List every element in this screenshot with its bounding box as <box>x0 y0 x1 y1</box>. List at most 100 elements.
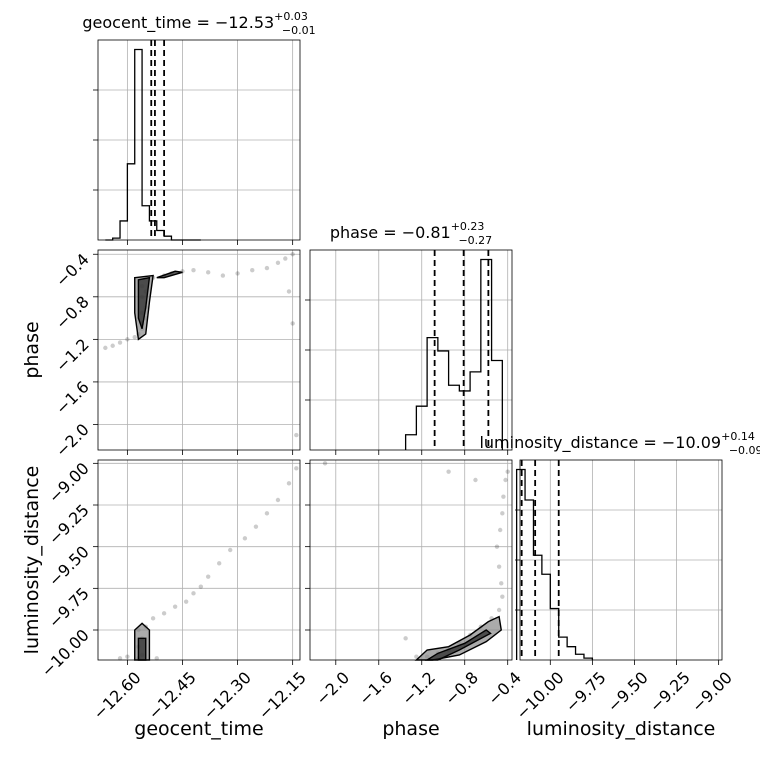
sample-point <box>253 524 259 529</box>
y-axis-label-luminosity_distance: luminosity_distance <box>21 466 43 655</box>
sample-point <box>494 544 500 549</box>
sample-point <box>500 594 505 599</box>
grid-lines <box>98 460 300 660</box>
sample-point <box>286 481 292 486</box>
density-contour <box>137 637 147 661</box>
sample-point <box>191 268 196 273</box>
grid-lines <box>520 460 722 660</box>
density-contour <box>414 615 503 661</box>
grid-lines <box>310 250 512 450</box>
sample-point <box>496 564 502 569</box>
sample-point <box>499 581 504 586</box>
sample-point <box>322 461 328 466</box>
sample-point <box>446 469 451 474</box>
sample-point <box>183 599 189 604</box>
sample-point <box>235 271 240 276</box>
grid-lines <box>98 250 300 450</box>
sample-point <box>110 343 115 348</box>
y-tick-label: −2.0 <box>52 420 93 461</box>
x-tick-label: −1.6 <box>355 668 396 709</box>
sample-point <box>264 265 270 271</box>
sample-point <box>125 337 130 342</box>
sample-point <box>501 494 506 499</box>
x-axis-label-luminosity_distance: luminosity_distance <box>527 718 716 740</box>
x-tick-label: −1.2 <box>398 668 439 709</box>
sample-point <box>161 611 167 616</box>
sample-point <box>275 497 281 503</box>
histogram-step-luminosity_distance <box>515 468 594 660</box>
y-tick-label: −9.50 <box>45 542 93 590</box>
x-tick-label: −12.45 <box>144 668 199 723</box>
y-tick-label: −1.6 <box>52 377 93 418</box>
sample-point <box>497 527 503 533</box>
sample-point <box>505 469 510 474</box>
x-tick-label: −2.0 <box>312 668 353 709</box>
title-geocent_time: geocent_time = −12.53+0.03 −0.01 <box>82 10 315 37</box>
y-tick-label: −10.00 <box>38 625 93 680</box>
x-tick-label: −12.30 <box>200 668 255 723</box>
sample-point <box>154 656 159 661</box>
sample-point <box>228 547 233 553</box>
sample-point <box>125 654 130 659</box>
histogram-step-phase <box>404 258 503 450</box>
sample-point <box>414 654 419 659</box>
density-contour <box>137 276 151 329</box>
title-phase: phase = −0.81+0.23 −0.27 <box>330 220 492 247</box>
sample-point <box>290 252 295 257</box>
sample-point <box>290 321 295 326</box>
sample-point <box>150 616 156 621</box>
x-tick-label: −9.75 <box>562 668 610 716</box>
scatter-frame-geocent_time-luminosity_distance <box>97 459 301 661</box>
sample-point <box>220 273 226 278</box>
density-contour <box>424 629 492 661</box>
scatter-frame-phase-luminosity_distance <box>309 459 513 661</box>
sample-point <box>132 335 137 340</box>
sample-points <box>103 252 299 438</box>
sample-point <box>205 270 211 275</box>
sample-point <box>275 260 281 265</box>
y-tick-label: −9.25 <box>45 500 93 548</box>
sample-point <box>217 561 222 566</box>
scatter-frame-geocent_time-phase <box>97 249 301 451</box>
sample-point <box>103 345 108 351</box>
grid-lines <box>98 40 300 240</box>
sample-point <box>191 591 196 596</box>
x-tick-label: −0.8 <box>441 668 482 709</box>
x-tick-label: −12.60 <box>89 668 144 723</box>
grid-lines <box>310 460 512 660</box>
y-tick-label: −9.75 <box>45 584 93 632</box>
sample-point <box>403 636 408 641</box>
x-tick-label: −9.25 <box>646 668 694 716</box>
sample-point <box>172 604 178 609</box>
sample-point <box>294 432 299 438</box>
sample-point <box>242 536 248 541</box>
x-tick-label: −12.15 <box>255 668 310 723</box>
sample-point <box>286 289 292 294</box>
x-axis-label-geocent_time: geocent_time <box>134 718 263 740</box>
y-tick-label: −0.4 <box>52 250 93 291</box>
density-contour <box>156 270 183 279</box>
sample-point <box>283 256 288 261</box>
sample-point <box>294 466 299 471</box>
sample-point <box>198 584 204 589</box>
sample-point <box>250 268 255 273</box>
sample-point <box>117 656 123 661</box>
y-axis-label-phase: phase <box>21 321 43 378</box>
x-axis-label-phase: phase <box>382 718 439 740</box>
y-tick-label: −1.2 <box>52 335 93 376</box>
y-tick-label: −0.8 <box>52 292 93 333</box>
sample-point <box>117 340 123 345</box>
sample-point <box>500 511 505 516</box>
x-tick-label: −9.00 <box>688 668 736 716</box>
x-tick-label: −9.50 <box>604 668 652 716</box>
sample-point <box>264 511 270 516</box>
histogram-step-geocent_time <box>105 48 201 241</box>
sample-point <box>496 607 502 613</box>
y-tick-label: −9.00 <box>45 459 93 507</box>
sample-point <box>503 477 508 483</box>
sample-point <box>473 477 478 483</box>
x-tick-label: −10.00 <box>512 668 567 723</box>
title-luminosity_distance: luminosity_distance = −10.09+0.14 −0.09 <box>479 430 760 457</box>
sample-point <box>205 574 211 579</box>
